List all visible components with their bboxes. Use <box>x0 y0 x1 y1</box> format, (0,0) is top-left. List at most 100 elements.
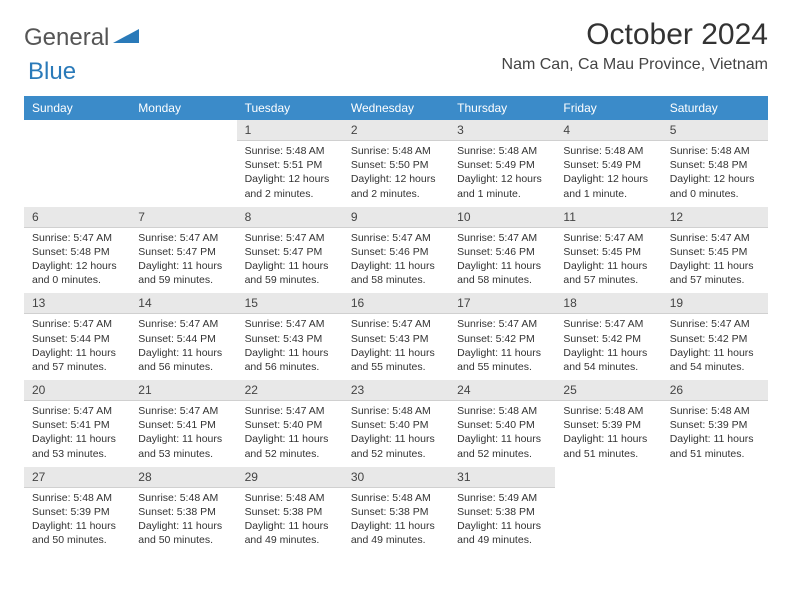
day-number: 22 <box>237 380 343 401</box>
day-cell: 9Sunrise: 5:47 AMSunset: 5:46 PMDaylight… <box>343 207 449 294</box>
day-cell <box>130 120 236 207</box>
day-number: 25 <box>555 380 661 401</box>
sunset-text: Sunset: 5:38 PM <box>457 505 547 519</box>
sunset-text: Sunset: 5:38 PM <box>138 505 228 519</box>
weekday-sunday: Sunday <box>24 96 130 120</box>
sunrise-text: Sunrise: 5:48 AM <box>670 404 760 418</box>
sunset-text: Sunset: 5:39 PM <box>670 418 760 432</box>
day-number: 31 <box>449 467 555 488</box>
day-number: 7 <box>130 207 236 228</box>
title-block: October 2024 Nam Can, Ca Mau Province, V… <box>502 18 768 74</box>
sunset-text: Sunset: 5:42 PM <box>670 332 760 346</box>
daylight-text: Daylight: 11 hours and 57 minutes. <box>670 259 760 287</box>
sunrise-text: Sunrise: 5:47 AM <box>457 231 547 245</box>
day-cell: 21Sunrise: 5:47 AMSunset: 5:41 PMDayligh… <box>130 380 236 467</box>
day-cell: 11Sunrise: 5:47 AMSunset: 5:45 PMDayligh… <box>555 207 661 294</box>
day-body: Sunrise: 5:47 AMSunset: 5:47 PMDaylight:… <box>237 228 343 294</box>
day-body: Sunrise: 5:47 AMSunset: 5:48 PMDaylight:… <box>24 228 130 294</box>
daylight-text: Daylight: 11 hours and 53 minutes. <box>32 432 122 460</box>
sunset-text: Sunset: 5:40 PM <box>351 418 441 432</box>
sunset-text: Sunset: 5:51 PM <box>245 158 335 172</box>
sunrise-text: Sunrise: 5:48 AM <box>245 491 335 505</box>
daylight-text: Daylight: 11 hours and 58 minutes. <box>351 259 441 287</box>
day-body: Sunrise: 5:47 AMSunset: 5:41 PMDaylight:… <box>24 401 130 467</box>
day-number: 16 <box>343 293 449 314</box>
day-body: Sunrise: 5:48 AMSunset: 5:39 PMDaylight:… <box>24 488 130 554</box>
sunrise-text: Sunrise: 5:47 AM <box>351 317 441 331</box>
day-body: Sunrise: 5:47 AMSunset: 5:42 PMDaylight:… <box>449 314 555 380</box>
daylight-text: Daylight: 12 hours and 2 minutes. <box>245 172 335 200</box>
daylight-text: Daylight: 12 hours and 2 minutes. <box>351 172 441 200</box>
day-cell: 24Sunrise: 5:48 AMSunset: 5:40 PMDayligh… <box>449 380 555 467</box>
day-number: 23 <box>343 380 449 401</box>
sunset-text: Sunset: 5:41 PM <box>32 418 122 432</box>
day-cell: 7Sunrise: 5:47 AMSunset: 5:47 PMDaylight… <box>130 207 236 294</box>
day-body: Sunrise: 5:48 AMSunset: 5:39 PMDaylight:… <box>555 401 661 467</box>
logo: General <box>24 24 141 52</box>
daylight-text: Daylight: 11 hours and 58 minutes. <box>457 259 547 287</box>
day-number: 4 <box>555 120 661 141</box>
sunset-text: Sunset: 5:41 PM <box>138 418 228 432</box>
weekday-tuesday: Tuesday <box>237 96 343 120</box>
sunset-text: Sunset: 5:43 PM <box>245 332 335 346</box>
daylight-text: Daylight: 11 hours and 50 minutes. <box>138 519 228 547</box>
day-number: 2 <box>343 120 449 141</box>
day-number: 12 <box>662 207 768 228</box>
day-body: Sunrise: 5:48 AMSunset: 5:40 PMDaylight:… <box>449 401 555 467</box>
sunrise-text: Sunrise: 5:47 AM <box>32 317 122 331</box>
day-cell: 18Sunrise: 5:47 AMSunset: 5:42 PMDayligh… <box>555 293 661 380</box>
day-body: Sunrise: 5:48 AMSunset: 5:48 PMDaylight:… <box>662 141 768 207</box>
day-cell: 5Sunrise: 5:48 AMSunset: 5:48 PMDaylight… <box>662 120 768 207</box>
daylight-text: Daylight: 11 hours and 54 minutes. <box>670 346 760 374</box>
sunrise-text: Sunrise: 5:47 AM <box>563 231 653 245</box>
day-number: 11 <box>555 207 661 228</box>
logo-text-blue: Blue <box>28 58 76 85</box>
daylight-text: Daylight: 11 hours and 54 minutes. <box>563 346 653 374</box>
day-cell <box>24 120 130 207</box>
day-cell: 12Sunrise: 5:47 AMSunset: 5:45 PMDayligh… <box>662 207 768 294</box>
day-cell: 25Sunrise: 5:48 AMSunset: 5:39 PMDayligh… <box>555 380 661 467</box>
day-body: Sunrise: 5:47 AMSunset: 5:46 PMDaylight:… <box>449 228 555 294</box>
daylight-text: Daylight: 11 hours and 51 minutes. <box>670 432 760 460</box>
day-cell: 3Sunrise: 5:48 AMSunset: 5:49 PMDaylight… <box>449 120 555 207</box>
daylight-text: Daylight: 11 hours and 57 minutes. <box>32 346 122 374</box>
day-cell: 22Sunrise: 5:47 AMSunset: 5:40 PMDayligh… <box>237 380 343 467</box>
sunset-text: Sunset: 5:43 PM <box>351 332 441 346</box>
sunrise-text: Sunrise: 5:48 AM <box>563 404 653 418</box>
weekday-wednesday: Wednesday <box>343 96 449 120</box>
day-number: 6 <box>24 207 130 228</box>
day-body: Sunrise: 5:47 AMSunset: 5:45 PMDaylight:… <box>662 228 768 294</box>
sunset-text: Sunset: 5:46 PM <box>351 245 441 259</box>
sunrise-text: Sunrise: 5:48 AM <box>245 144 335 158</box>
sunset-text: Sunset: 5:45 PM <box>670 245 760 259</box>
sunrise-text: Sunrise: 5:48 AM <box>351 404 441 418</box>
logo-triangle-icon <box>113 27 139 50</box>
day-cell: 8Sunrise: 5:47 AMSunset: 5:47 PMDaylight… <box>237 207 343 294</box>
week-row: 20Sunrise: 5:47 AMSunset: 5:41 PMDayligh… <box>24 380 768 467</box>
day-body: Sunrise: 5:47 AMSunset: 5:41 PMDaylight:… <box>130 401 236 467</box>
day-number: 1 <box>237 120 343 141</box>
day-body: Sunrise: 5:47 AMSunset: 5:42 PMDaylight:… <box>555 314 661 380</box>
sunset-text: Sunset: 5:44 PM <box>32 332 122 346</box>
sunrise-text: Sunrise: 5:47 AM <box>670 231 760 245</box>
sunset-text: Sunset: 5:46 PM <box>457 245 547 259</box>
day-number <box>555 467 661 473</box>
day-body: Sunrise: 5:48 AMSunset: 5:51 PMDaylight:… <box>237 141 343 207</box>
sunset-text: Sunset: 5:48 PM <box>32 245 122 259</box>
day-number: 21 <box>130 380 236 401</box>
sunset-text: Sunset: 5:45 PM <box>563 245 653 259</box>
day-cell: 1Sunrise: 5:48 AMSunset: 5:51 PMDaylight… <box>237 120 343 207</box>
daylight-text: Daylight: 11 hours and 55 minutes. <box>351 346 441 374</box>
day-body: Sunrise: 5:47 AMSunset: 5:42 PMDaylight:… <box>662 314 768 380</box>
daylight-text: Daylight: 12 hours and 0 minutes. <box>32 259 122 287</box>
logo-text-general: General <box>24 24 109 52</box>
day-body: Sunrise: 5:48 AMSunset: 5:49 PMDaylight:… <box>449 141 555 207</box>
day-body: Sunrise: 5:47 AMSunset: 5:43 PMDaylight:… <box>237 314 343 380</box>
sunrise-text: Sunrise: 5:47 AM <box>138 231 228 245</box>
sunrise-text: Sunrise: 5:48 AM <box>563 144 653 158</box>
daylight-text: Daylight: 11 hours and 52 minutes. <box>245 432 335 460</box>
day-number: 13 <box>24 293 130 314</box>
weekday-saturday: Saturday <box>662 96 768 120</box>
day-body: Sunrise: 5:49 AMSunset: 5:38 PMDaylight:… <box>449 488 555 554</box>
day-cell: 19Sunrise: 5:47 AMSunset: 5:42 PMDayligh… <box>662 293 768 380</box>
